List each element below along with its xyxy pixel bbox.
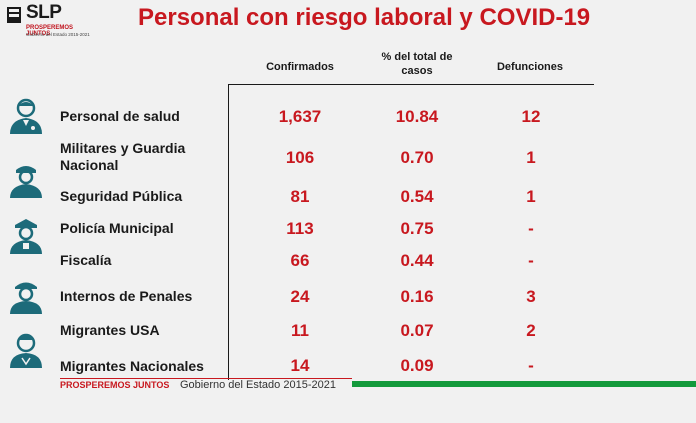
value-pct-policia-municipal: 0.75 xyxy=(400,219,434,238)
label-divider xyxy=(228,84,229,380)
header-defunciones: Defunciones xyxy=(496,61,563,73)
page-title: Personal con riesgo laboral y COVID-19 xyxy=(138,4,591,31)
value-confirmados-migrantes-usa: 11 xyxy=(291,321,309,340)
value-pct-migrantes-usa: 0.07 xyxy=(400,321,434,340)
value-confirmados-seguridad-publica: 81 xyxy=(290,187,310,206)
value-pct-fiscalia: 0.44 xyxy=(400,251,434,270)
value-defunciones-militares: 1 xyxy=(526,148,536,167)
row-label-internos-penales: Internos de Penales xyxy=(60,288,193,304)
value-confirmados-fiscalia: 66 xyxy=(290,251,310,270)
value-confirmados-policia-municipal: 113 xyxy=(286,219,314,238)
row-label-policia-municipal: Policía Municipal xyxy=(60,220,174,236)
row-label-militares: Militares y Guardia Nacional xyxy=(60,140,185,174)
value-confirmados-migrantes-nacionales: 14 xyxy=(290,356,310,375)
header-porcentaje: % del total de casos xyxy=(362,50,472,78)
value-pct-militares: 0.70 xyxy=(400,148,434,167)
value-defunciones-internos-penales: 3 xyxy=(526,287,536,306)
value-defunciones-fiscalia: - xyxy=(528,251,534,270)
footer-tagline: PROSPEREMOS JUNTOS xyxy=(60,380,170,390)
header-porcentaje-line2: casos xyxy=(401,65,433,77)
doctor-icon xyxy=(10,98,42,134)
row-label-militares-line2: Nacional xyxy=(60,157,119,173)
row-label-fiscalia: Fiscalía xyxy=(60,252,112,268)
value-defunciones-policia-municipal: - xyxy=(528,219,534,238)
value-pct-migrantes-nacionales: 0.09 xyxy=(400,356,434,375)
row-label-militares-line1: Militares y Guardia xyxy=(60,140,186,156)
row-label-seguridad-publica: Seguridad Pública xyxy=(60,188,183,204)
row-label-migrantes-usa: Migrantes USA xyxy=(60,322,160,338)
value-confirmados-militares: 106 xyxy=(285,148,315,167)
value-pct-personal-salud: 10.84 xyxy=(395,107,439,126)
slp-emblem-icon xyxy=(7,7,21,23)
header-divider xyxy=(228,84,594,85)
logo-name: SLP xyxy=(26,2,62,23)
header-confirmados: Confirmados xyxy=(266,61,334,73)
value-pct-seguridad-publica: 0.54 xyxy=(400,187,434,206)
value-pct-internos-penales: 0.16 xyxy=(400,287,434,306)
logo-subline: Gobierno del Estado 2015-2021 xyxy=(26,32,90,37)
slp-logo: SLP PROSPEREMOS JUNTOS Gobierno del Esta… xyxy=(6,2,92,46)
soldier-icon xyxy=(10,166,42,198)
footer-green-bar xyxy=(352,381,696,387)
value-defunciones-migrantes-nacionales: - xyxy=(528,356,534,375)
value-defunciones-migrantes-usa: 2 xyxy=(526,321,536,340)
row-label-personal-salud: Personal de salud xyxy=(60,108,180,124)
row-label-migrantes-nacionales: Migrantes Nacionales xyxy=(60,358,204,374)
value-defunciones-seguridad-publica: 1 xyxy=(526,187,536,206)
police-icon xyxy=(10,219,42,254)
value-confirmados-internos-penales: 24 xyxy=(290,287,310,306)
nurse-icon xyxy=(10,333,42,368)
guard-icon xyxy=(10,282,42,314)
value-defunciones-personal-salud: 12 xyxy=(521,107,541,126)
footer-gobierno: Gobierno del Estado 2015-2021 xyxy=(180,379,336,391)
header-porcentaje-line1: % del total de xyxy=(381,51,453,63)
footer-red-line xyxy=(60,378,352,379)
logo-tagline: PROSPEREMOS JUNTOS xyxy=(26,25,74,37)
value-confirmados-personal-salud: 1,637 xyxy=(278,107,322,126)
